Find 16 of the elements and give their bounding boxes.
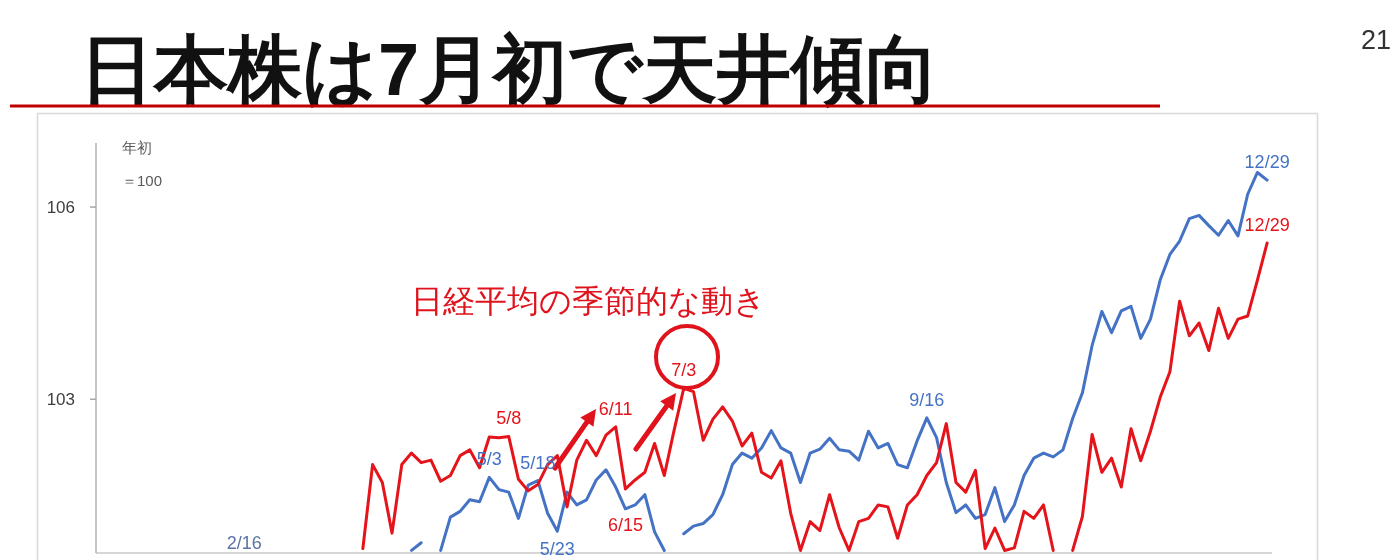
annotation: 12/29 (1244, 214, 1290, 235)
y-axis-title: 年初＝100 (122, 139, 163, 189)
annotation: 12/29 (1244, 152, 1290, 173)
text: 21 (1360, 25, 1391, 55)
text: 日経平均の季節的な動き (411, 283, 767, 319)
annotation: 6/11 (598, 398, 633, 419)
annotation: 5/23 (539, 539, 575, 560)
annotation: 9/16 (909, 389, 945, 410)
line-series (1071, 241, 1269, 552)
chart-title: 日本株は7月初で天井傾向 (80, 28, 940, 111)
text: 2/16 (226, 533, 262, 553)
annotation: 6/15 (607, 514, 643, 535)
annotation: 5/8 (496, 408, 522, 429)
annotation: 7/3 (671, 360, 697, 381)
y-tick-label: 106 (46, 198, 75, 218)
y-tick-label: 103 (46, 390, 75, 410)
